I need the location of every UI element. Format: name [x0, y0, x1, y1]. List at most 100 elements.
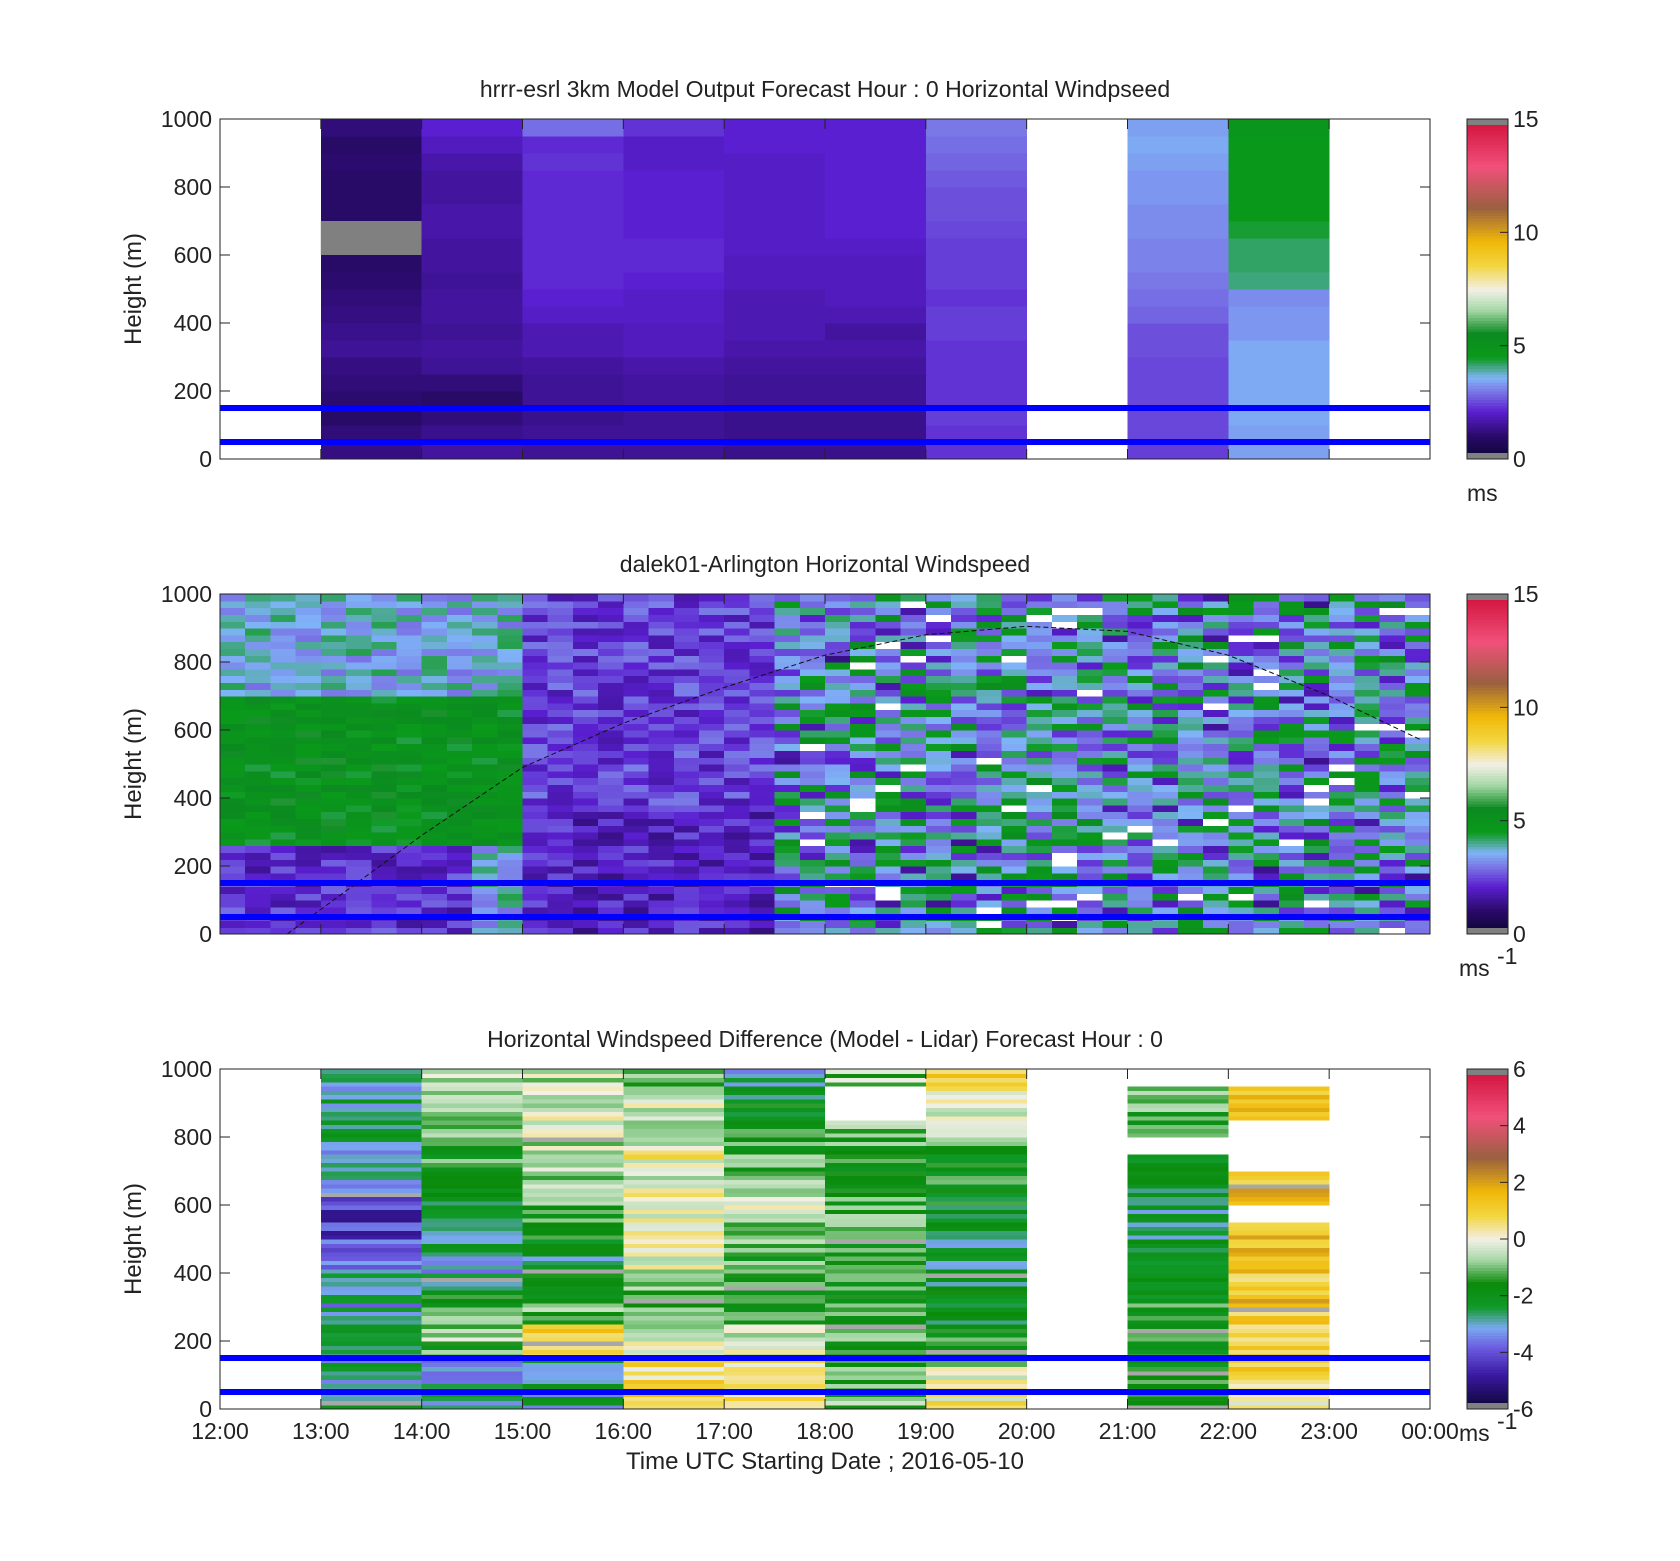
- heatmap-cell: [623, 1090, 725, 1096]
- heatmap-cell: [295, 757, 322, 765]
- heatmap-cell: [673, 757, 700, 765]
- heatmap-cell: [598, 920, 624, 928]
- heatmap-cell: [220, 621, 246, 629]
- heatmap-cell: [497, 825, 524, 833]
- heatmap-cell: [900, 927, 927, 935]
- heatmap-cell: [1127, 1226, 1229, 1232]
- heatmap-cell: [623, 1396, 725, 1402]
- heatmap-cell: [724, 1311, 826, 1317]
- heatmap-cell: [1077, 798, 1103, 806]
- heatmap-cell: [774, 777, 801, 785]
- heatmap-cell: [320, 641, 347, 649]
- heatmap-cell: [1102, 709, 1129, 717]
- heatmap-cell: [371, 689, 398, 697]
- colorbar-segment: [1467, 613, 1508, 618]
- heatmap-cell: [850, 668, 876, 677]
- heatmap-cell: [270, 689, 297, 697]
- heatmap-cell: [320, 1307, 423, 1312]
- colorbar-segment: [1467, 351, 1508, 355]
- heatmap-cell: [295, 838, 322, 847]
- heatmap-cell: [1102, 600, 1129, 609]
- heatmap-cell: [472, 920, 498, 928]
- colorbar-segment: [1467, 138, 1508, 143]
- heatmap-cell: [724, 340, 826, 358]
- heatmap-cell: [522, 1209, 624, 1215]
- heatmap-cell: [472, 675, 498, 683]
- heatmap-cell: [245, 730, 271, 738]
- heatmap-cell: [774, 600, 801, 609]
- heatmap-cell: [472, 791, 498, 799]
- heatmap-cell: [1127, 1302, 1229, 1308]
- heatmap-cell: [421, 1081, 524, 1087]
- colorbar-segment: [1467, 175, 1508, 180]
- heatmap-cell: [724, 1294, 826, 1300]
- heatmap-cell: [1026, 689, 1053, 697]
- heatmap-cell: [1127, 702, 1154, 711]
- heatmap-cell: [245, 648, 271, 656]
- heatmap-cell: [648, 641, 675, 649]
- heatmap-cell: [1127, 425, 1229, 443]
- heatmap-cell: [951, 600, 977, 609]
- heatmap-cell: [951, 682, 977, 690]
- heatmap-cell: [1354, 702, 1381, 711]
- colorbar-segment: [1467, 136, 1508, 140]
- colorbar-tick-label: 10: [1513, 694, 1539, 720]
- heatmap-cell: [850, 777, 876, 785]
- colorbar-unit: ms: [1459, 1420, 1490, 1446]
- heatmap-cell: [421, 1234, 524, 1240]
- heatmap-cell: [673, 886, 700, 894]
- heatmap-cell: [724, 1328, 826, 1334]
- heatmap-cell: [1152, 675, 1179, 683]
- heatmap-cell: [1354, 607, 1381, 615]
- heatmap-cell: [421, 866, 448, 874]
- heatmap-cell: [825, 1073, 927, 1079]
- heatmap-cell: [396, 845, 423, 853]
- heatmap-cell: [1127, 900, 1154, 908]
- heatmap-cell: [1026, 716, 1053, 724]
- heatmap-cell: [900, 757, 927, 765]
- heatmap-cell: [623, 1234, 725, 1240]
- heatmap-cell: [320, 1205, 423, 1210]
- heatmap-cell: [623, 1179, 725, 1185]
- heatmap-cell: [497, 777, 524, 785]
- heatmap-cell: [572, 655, 599, 663]
- heatmap-cell: [1379, 716, 1406, 724]
- heatmap-cell: [1203, 668, 1229, 677]
- heatmap-cell: [1127, 1128, 1229, 1134]
- heatmap-cell: [648, 927, 675, 935]
- heatmap-cell: [1379, 852, 1406, 860]
- heatmap-cell: [421, 238, 524, 256]
- heatmap-cell: [598, 648, 624, 656]
- heatmap-cell: [1278, 634, 1305, 643]
- heatmap-cell: [648, 634, 675, 643]
- heatmap-cell: [724, 1196, 826, 1202]
- heatmap-cell: [1051, 872, 1078, 881]
- heatmap-cell: [1152, 600, 1179, 609]
- heatmap-cell: [1051, 723, 1078, 731]
- heatmap-cell: [1228, 1260, 1330, 1266]
- heatmap-cell: [295, 825, 322, 833]
- heatmap-cell: [320, 689, 347, 697]
- heatmap-cell: [925, 1273, 1028, 1278]
- heatmap-cell: [875, 662, 902, 670]
- heatmap-cell: [1379, 607, 1406, 615]
- colorbar-segment: [1467, 362, 1508, 367]
- heatmap-cell: [976, 757, 1003, 765]
- heatmap-cell: [1228, 702, 1255, 711]
- heatmap-cell: [1127, 1268, 1229, 1274]
- heatmap-cell: [446, 852, 473, 860]
- heatmap-cell: [799, 784, 826, 792]
- heatmap-cell: [724, 204, 826, 222]
- heatmap-cell: [825, 1149, 927, 1155]
- heatmap-cell: [623, 119, 725, 137]
- heatmap-cell: [1026, 655, 1053, 663]
- heatmap-cell: [925, 621, 952, 629]
- heatmap-cell: [774, 662, 801, 670]
- heatmap-cell: [825, 1268, 927, 1274]
- heatmap-cell: [421, 1171, 524, 1176]
- heatmap-cell: [1102, 628, 1129, 636]
- heatmap-cell: [522, 1192, 624, 1198]
- heatmap-cell: [547, 893, 574, 901]
- heatmap-cell: [320, 1268, 423, 1274]
- heatmap-cell: [522, 1111, 624, 1117]
